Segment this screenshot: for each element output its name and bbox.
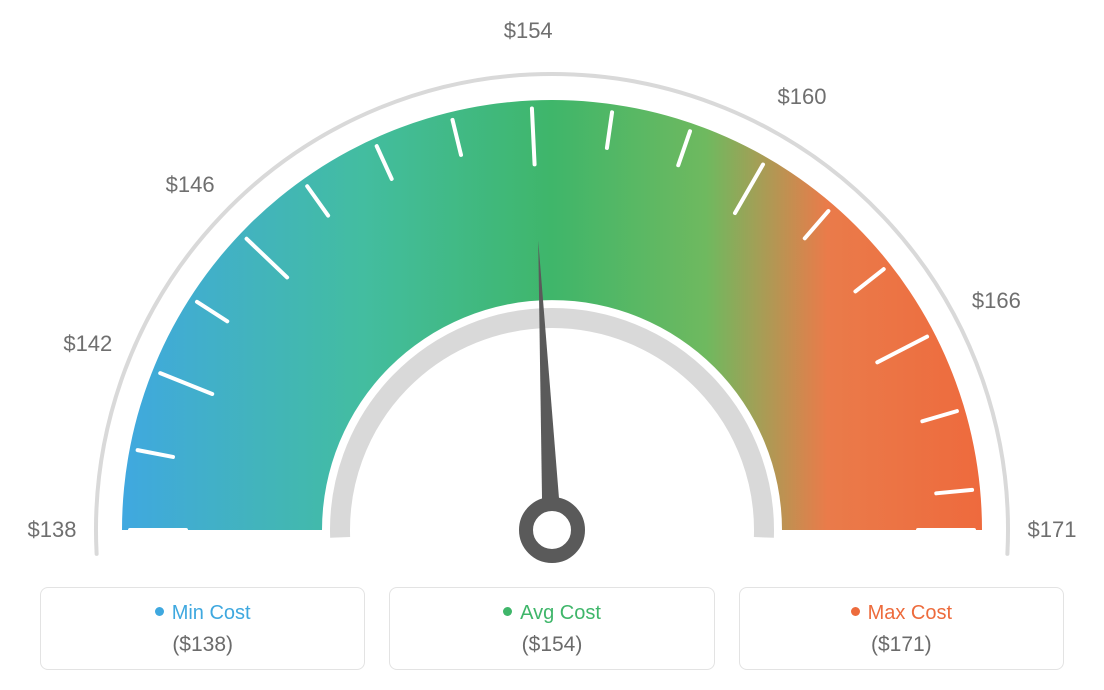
gauge-tick-label: $146	[166, 172, 215, 198]
gauge-tick-label: $171	[1028, 517, 1077, 543]
legend-max-label: Max Cost	[750, 602, 1053, 625]
legend-row: Min Cost ($138) Avg Cost ($154) Max Cost…	[0, 587, 1104, 670]
legend-max-value: ($171)	[750, 633, 1053, 657]
gauge-tick-label: $154	[504, 18, 553, 44]
legend-min-value: ($138)	[51, 633, 354, 657]
gauge-chart-container: $138 $142 $146 $154 $160 $166 $171 Min Cost ($…	[0, 0, 1104, 690]
legend-card-min: Min Cost ($138)	[40, 587, 365, 670]
legend-avg-label: Avg Cost	[400, 602, 703, 625]
gauge-tick-label: $138	[28, 517, 77, 543]
gauge-svg	[0, 0, 1104, 570]
legend-card-max: Max Cost ($171)	[739, 587, 1064, 670]
gauge: $138 $142 $146 $154 $160 $166 $171	[0, 0, 1104, 570]
legend-min-label: Min Cost	[51, 602, 354, 625]
gauge-tick-label: $166	[972, 288, 1021, 314]
gauge-tick-label: $142	[63, 331, 112, 357]
gauge-tick-label: $160	[778, 84, 827, 110]
legend-card-avg: Avg Cost ($154)	[389, 587, 714, 670]
legend-avg-value: ($154)	[400, 633, 703, 657]
